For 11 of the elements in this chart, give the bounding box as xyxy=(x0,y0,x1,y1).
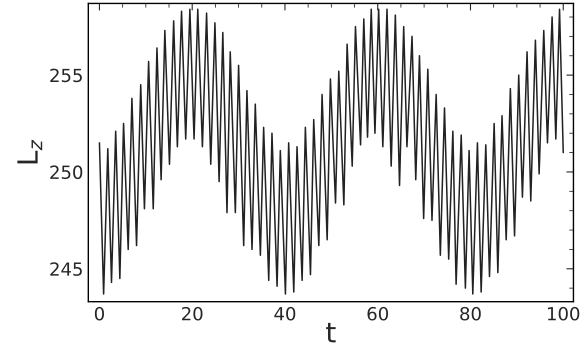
x-tick-label: 80 xyxy=(460,306,481,321)
x-tick-label: 60 xyxy=(367,306,388,321)
x-tick-label: 100 xyxy=(548,306,580,321)
x-tick-label: 0 xyxy=(94,306,104,321)
x-axis-title: t xyxy=(326,322,336,342)
y-tick-label: 255 xyxy=(50,68,82,82)
y-axis-title: L$_{z}$ xyxy=(17,140,42,164)
x-tick-label: 40 xyxy=(274,306,296,321)
y-tick-label: 250 xyxy=(50,165,82,180)
x-tick-label: 20 xyxy=(182,306,202,321)
y-tick-label: 245 xyxy=(50,262,82,276)
